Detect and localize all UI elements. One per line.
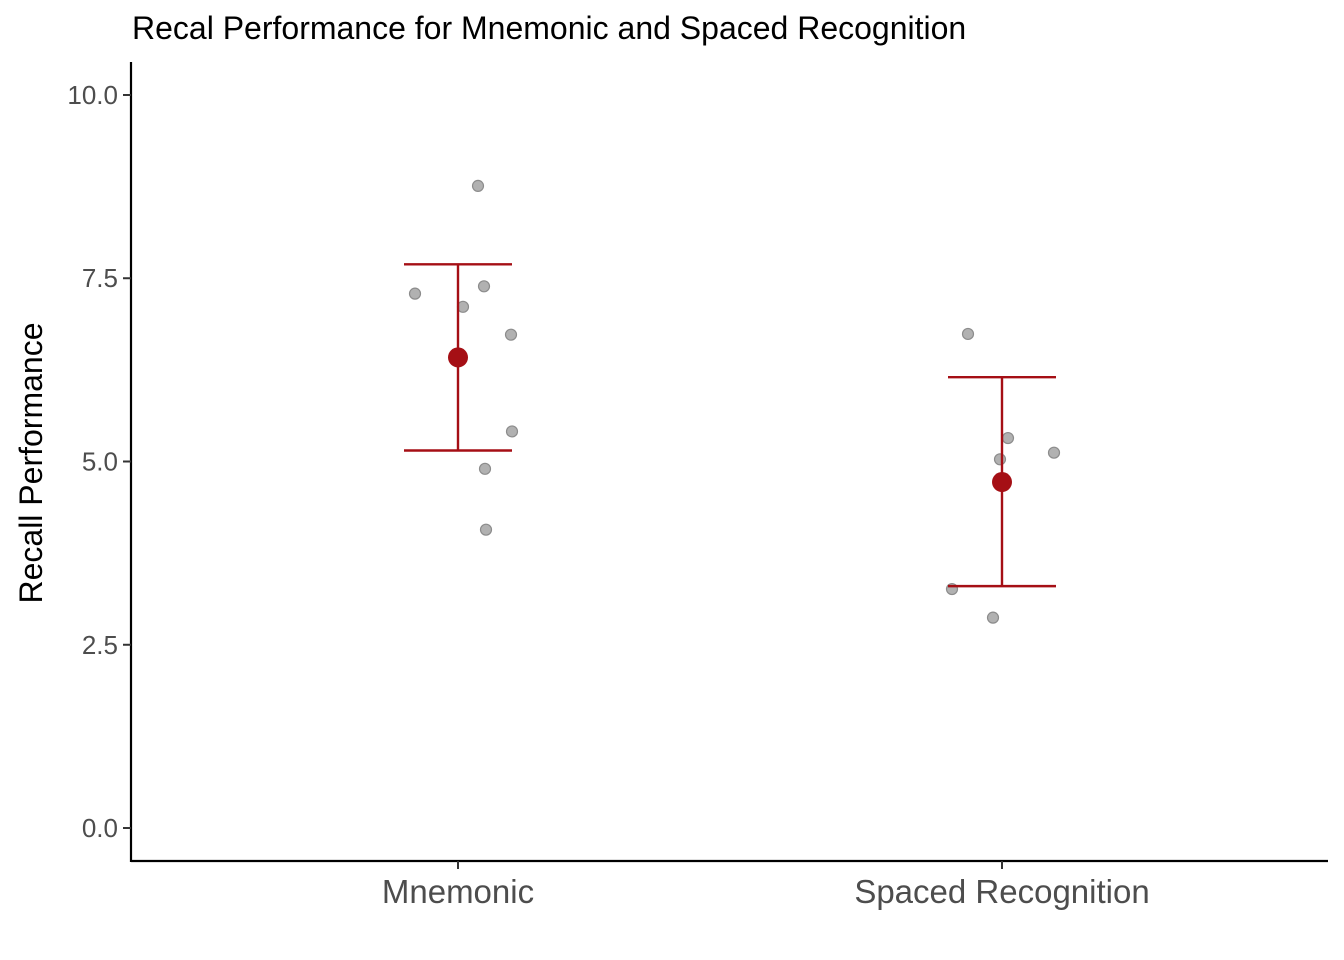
y-axis-label: Recall Performance <box>13 323 49 604</box>
raw-data-point <box>477 280 491 293</box>
raw-data-point <box>478 462 492 475</box>
mean-point <box>448 347 468 368</box>
chart-title: Recal Performance for Mnemonic and Space… <box>132 10 966 46</box>
raw-data-point <box>1001 431 1015 445</box>
raw-data-point <box>1047 446 1061 459</box>
error-bars <box>404 263 1056 588</box>
raw-data-point <box>471 179 485 192</box>
mean-point <box>992 472 1012 493</box>
y-tick-label: 10.0 <box>67 80 118 110</box>
x-tick-label: Spaced Recognition <box>854 873 1149 910</box>
raw-data-point <box>505 425 519 438</box>
raw-data-point <box>504 328 518 341</box>
raw-data-point <box>986 611 1000 624</box>
raw-points <box>408 179 1061 624</box>
mean-points <box>448 347 1012 493</box>
raw-data-point <box>993 453 1007 466</box>
y-tick-label: 0.0 <box>82 813 118 843</box>
raw-data-point <box>408 287 422 300</box>
y-tick-label: 7.5 <box>82 263 118 293</box>
raw-data-point <box>479 523 493 536</box>
y-tick-label: 2.5 <box>82 630 118 660</box>
raw-data-point <box>961 327 975 341</box>
x-axis-ticks: Mnemonic Spaced Recognition <box>382 861 1150 910</box>
y-tick-label: 5.0 <box>82 447 118 477</box>
x-tick-label: Mnemonic <box>382 873 534 910</box>
y-axis-ticks: 0.0 2.5 5.0 7.5 10.0 <box>67 80 131 843</box>
